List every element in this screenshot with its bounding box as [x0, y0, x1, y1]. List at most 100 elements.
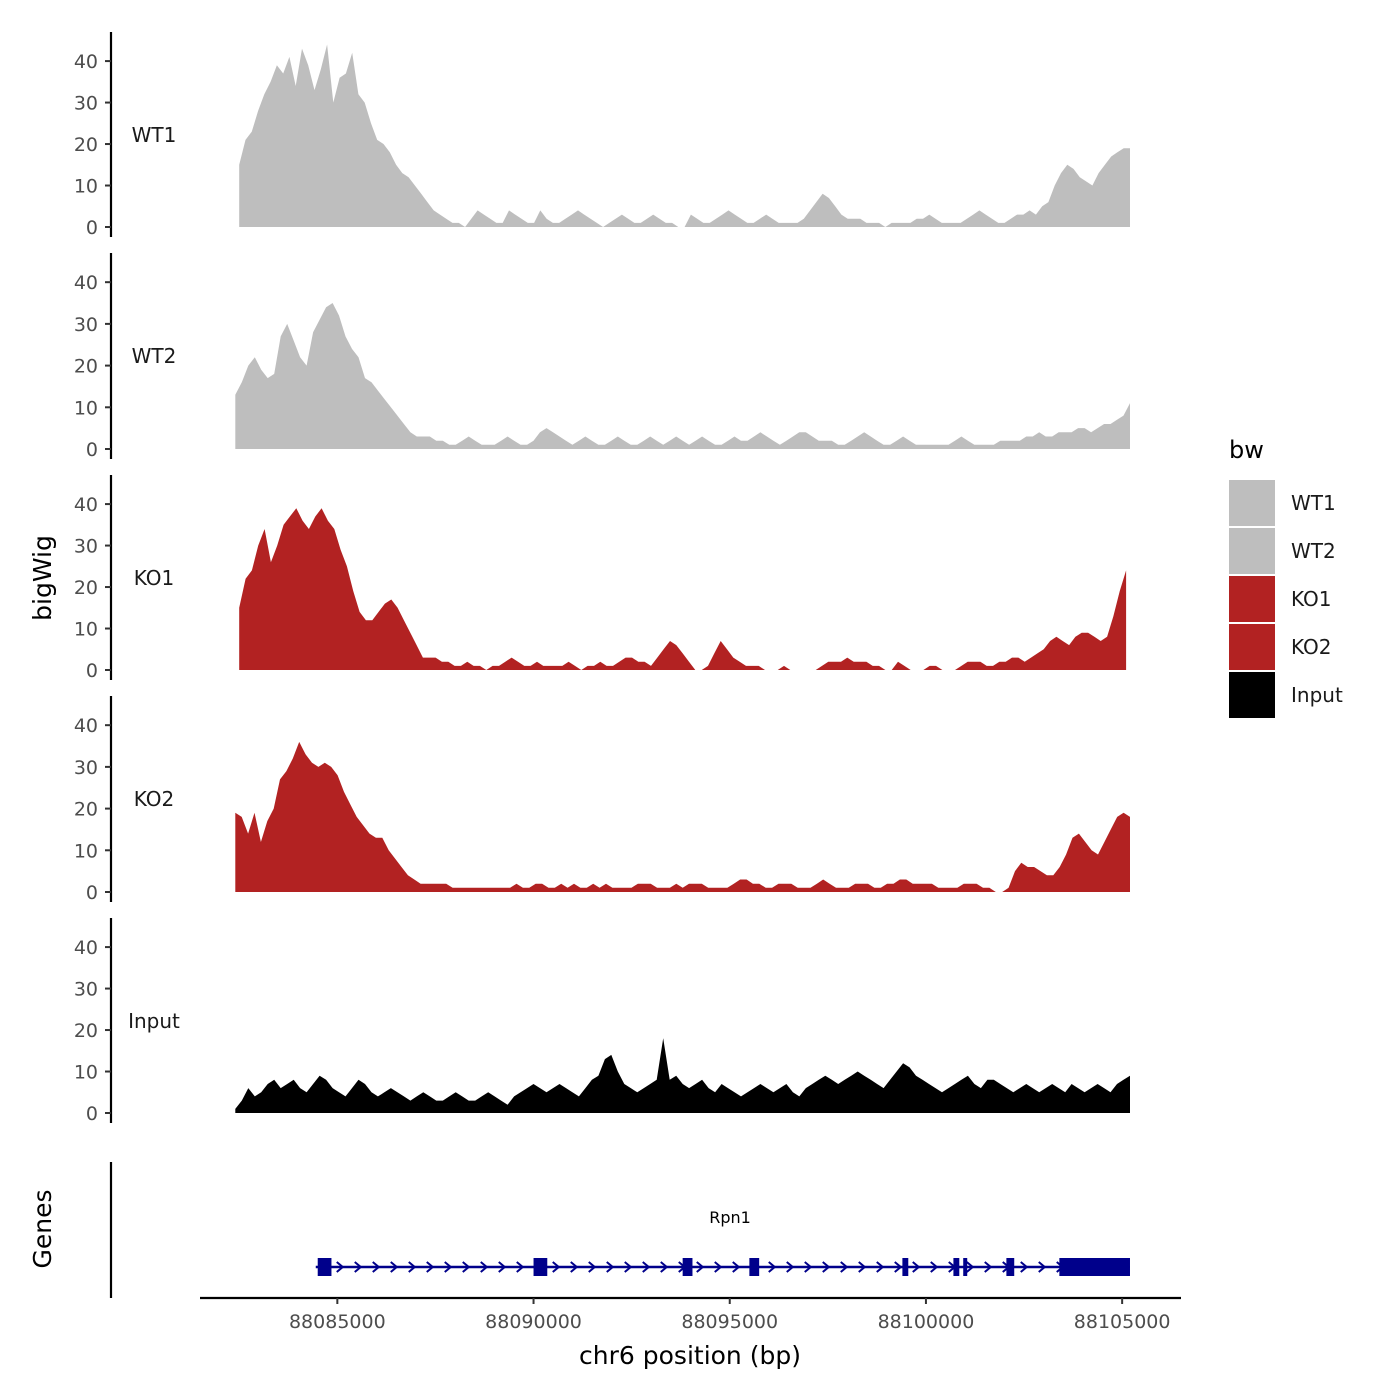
gene-model — [315, 1258, 1130, 1276]
legend: bw WT1 WT2 KO1 KO2 Input — [1229, 436, 1343, 718]
y-tick-label: 30 — [74, 314, 98, 336]
strand-arrow — [732, 1261, 741, 1273]
strand-arrow — [444, 1261, 453, 1273]
strand-arrow — [696, 1261, 705, 1273]
strand-arrow — [876, 1261, 885, 1273]
strand-arrow — [822, 1261, 831, 1273]
gene-exon — [1006, 1258, 1015, 1276]
y-axis-title: bigWig — [28, 535, 57, 621]
y-tick-label: 10 — [74, 619, 98, 641]
gene-exon — [533, 1258, 548, 1276]
gene-exon — [749, 1258, 760, 1276]
strand-arrow — [426, 1261, 435, 1273]
gene-exon — [953, 1258, 960, 1276]
strand-arrow — [372, 1261, 381, 1273]
strand-arrow — [912, 1261, 921, 1273]
strand-arrow — [516, 1261, 525, 1273]
strand-arrow — [714, 1261, 723, 1273]
x-tick-label: 88100000 — [878, 1311, 975, 1333]
y-tick-label: 20 — [74, 134, 98, 156]
gene-exon — [682, 1258, 693, 1276]
strand-arrow — [390, 1261, 399, 1273]
track-label: WT1 — [132, 123, 177, 147]
strand-arrow — [966, 1261, 975, 1273]
y-tick-label: 40 — [74, 715, 98, 737]
coverage-area-input — [235, 1038, 1131, 1113]
strand-arrow — [768, 1261, 777, 1273]
strand-arrow — [570, 1261, 579, 1273]
y-tick-label: 0 — [86, 217, 98, 239]
coverage-area-wt2 — [235, 303, 1131, 449]
strand-arrow — [588, 1261, 597, 1273]
strand-arrow — [462, 1261, 471, 1273]
track-label: Input — [128, 1009, 180, 1033]
y-tick-label: 40 — [74, 51, 98, 73]
gene-exon — [902, 1258, 909, 1276]
track-wt2: 0 10 20 30 40 WT2 — [74, 253, 1131, 461]
legend-key-wt1 — [1229, 480, 1275, 526]
track-ko1: 0 10 20 30 40 KO1 — [74, 475, 1127, 682]
y-tick-label: 30 — [74, 536, 98, 558]
coverage-area-ko1 — [239, 508, 1127, 670]
y-tick-label: 10 — [74, 1062, 98, 1084]
legend-label-ko2: KO2 — [1291, 635, 1332, 659]
track-label: KO2 — [134, 787, 175, 811]
y-tick-label: 0 — [86, 1103, 98, 1125]
legend-label-input: Input — [1291, 683, 1343, 707]
strand-arrow — [606, 1261, 615, 1273]
y-tick-label: 0 — [86, 882, 98, 904]
strand-arrow — [660, 1261, 669, 1273]
x-tick-label: 88085000 — [289, 1311, 386, 1333]
strand-arrow — [894, 1261, 903, 1273]
gene-name-label: Rpn1 — [709, 1208, 751, 1227]
coverage-area-wt1 — [239, 44, 1130, 227]
gene-panel-title: Genes — [28, 1189, 57, 1268]
y-tick-label: 40 — [74, 494, 98, 516]
x-axis-title: chr6 position (bp) — [579, 1341, 801, 1370]
x-tick-label: 88105000 — [1074, 1311, 1171, 1333]
x-axis: 88085000 88090000 88095000 88100000 88105000… — [200, 1296, 1181, 1370]
gene-panel: Genes Rpn1 — [28, 1162, 1130, 1298]
track-label: WT2 — [132, 344, 177, 368]
track-input: 0 10 20 30 40 Input — [74, 918, 1131, 1125]
strand-arrow — [858, 1261, 867, 1273]
y-tick-label: 20 — [74, 577, 98, 599]
y-tick-label: 30 — [74, 93, 98, 115]
track-label: KO1 — [134, 566, 175, 590]
y-tick-label: 10 — [74, 397, 98, 419]
strand-arrow — [498, 1261, 507, 1273]
x-tick-label: 88090000 — [485, 1311, 582, 1333]
track-wt1: 0 10 20 30 40 WT1 — [74, 32, 1130, 239]
x-tick-label: 88095000 — [681, 1311, 778, 1333]
y-tick-label: 10 — [74, 176, 98, 198]
legend-label-wt1: WT1 — [1291, 491, 1336, 515]
y-tick-label: 0 — [86, 439, 98, 461]
gene-exon — [1059, 1258, 1130, 1276]
y-tick-label: 20 — [74, 799, 98, 821]
y-tick-label: 20 — [74, 356, 98, 378]
legend-key-input — [1229, 672, 1275, 718]
legend-label-wt2: WT2 — [1291, 539, 1336, 563]
legend-key-wt2 — [1229, 528, 1275, 574]
legend-key-ko1 — [1229, 576, 1275, 622]
strand-arrow — [786, 1261, 795, 1273]
y-tick-label: 20 — [74, 1020, 98, 1042]
strand-arrow — [1038, 1261, 1047, 1273]
strand-arrow — [930, 1261, 939, 1273]
y-tick-label: 40 — [74, 937, 98, 959]
y-tick-label: 10 — [74, 840, 98, 862]
legend-items: WT1 WT2 KO1 KO2 Input — [1229, 480, 1343, 718]
strand-arrow — [354, 1261, 363, 1273]
y-tick-label: 40 — [74, 272, 98, 294]
strand-arrow — [804, 1261, 813, 1273]
legend-key-ko2 — [1229, 624, 1275, 670]
strand-arrow — [984, 1261, 993, 1273]
y-tick-label: 30 — [74, 979, 98, 1001]
y-tick-label: 0 — [86, 660, 98, 682]
strand-arrow — [624, 1261, 633, 1273]
x-ticks: 88085000 88090000 88095000 88100000 88105000 — [289, 1298, 1171, 1333]
y-tick-label: 30 — [74, 757, 98, 779]
gene-exon — [317, 1258, 332, 1276]
legend-title: bw — [1229, 436, 1264, 464]
strand-arrow — [840, 1261, 849, 1273]
